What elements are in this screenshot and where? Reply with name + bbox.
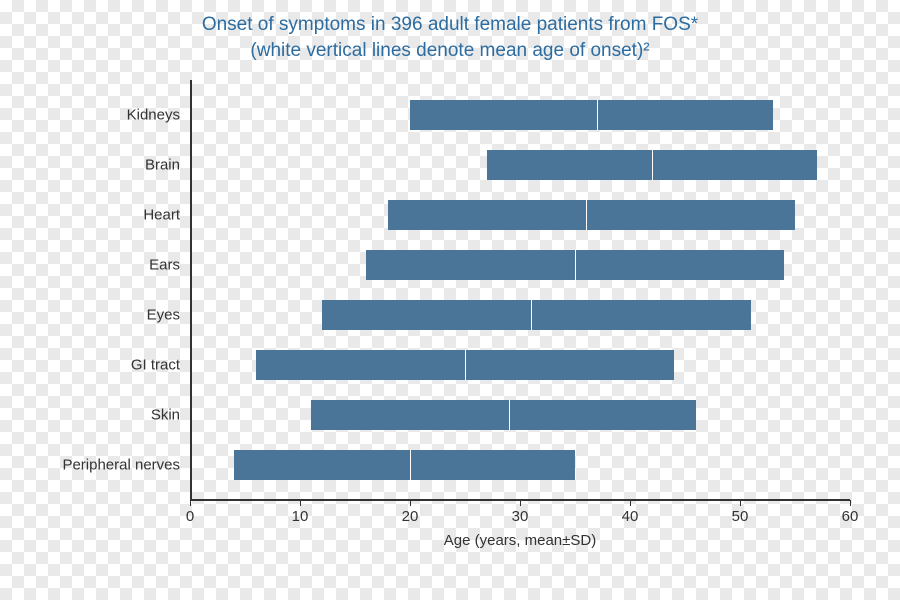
y-tick-label: Brain — [145, 157, 190, 174]
y-tick-label: Peripheral nerves — [62, 457, 190, 474]
range-bar — [410, 100, 773, 130]
x-tick-label: 0 — [186, 500, 194, 525]
mean-marker — [575, 250, 576, 280]
range-bar — [256, 350, 674, 380]
mean-marker — [465, 350, 466, 380]
range-bar — [388, 200, 795, 230]
y-tick-label: Eyes — [147, 307, 190, 324]
mean-marker — [652, 150, 653, 180]
y-tick-label: GI tract — [131, 357, 190, 374]
chart-canvas: Onset of symptoms in 396 adult female pa… — [0, 0, 900, 600]
plot-area: Age (years, mean±SD) 0102030405060Kidney… — [190, 80, 850, 500]
x-tick-label: 40 — [622, 500, 639, 525]
chart-title-line2: (white vertical lines denote mean age of… — [250, 40, 649, 61]
y-axis-line — [190, 80, 192, 500]
chart-title: Onset of symptoms in 396 adult female pa… — [0, 12, 900, 63]
range-bar — [234, 450, 575, 480]
y-tick-label: Heart — [143, 207, 190, 224]
mean-marker — [597, 100, 598, 130]
y-tick-label: Ears — [149, 257, 190, 274]
range-bar — [311, 400, 696, 430]
range-bar — [487, 150, 817, 180]
y-tick-label: Skin — [151, 407, 190, 424]
chart-title-line1: Onset of symptoms in 396 adult female pa… — [202, 14, 698, 35]
y-tick-label: Kidneys — [127, 107, 190, 124]
mean-marker — [410, 450, 411, 480]
range-bar — [366, 250, 784, 280]
x-tick-label: 20 — [402, 500, 419, 525]
x-tick-label: 60 — [842, 500, 859, 525]
mean-marker — [586, 200, 587, 230]
x-tick-label: 10 — [292, 500, 309, 525]
mean-marker — [509, 400, 510, 430]
x-tick-label: 30 — [512, 500, 529, 525]
mean-marker — [531, 300, 532, 330]
x-tick-label: 50 — [732, 500, 749, 525]
range-bar — [322, 300, 751, 330]
